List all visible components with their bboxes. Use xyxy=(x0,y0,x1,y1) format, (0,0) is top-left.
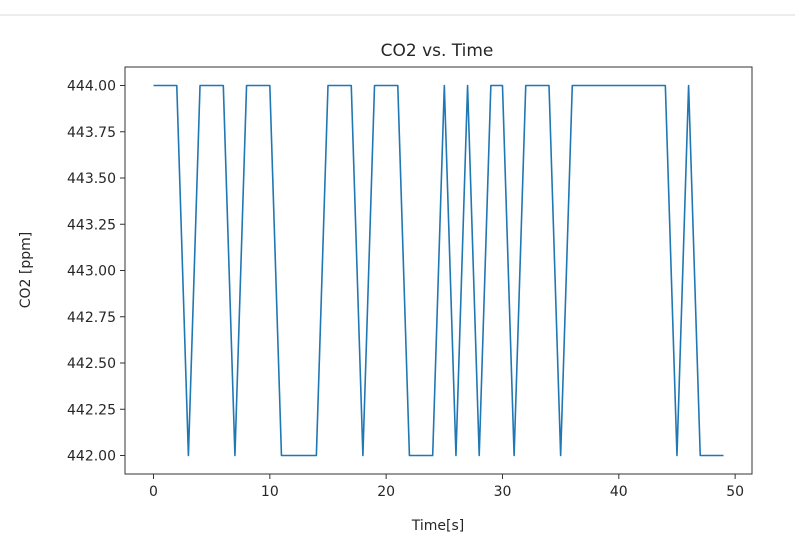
y-tick-label: 442.50 xyxy=(67,356,116,372)
x-tick-label: 50 xyxy=(726,484,744,500)
x-axis: 0 10 20 30 40 50 xyxy=(149,474,744,500)
y-tick-label: 442.25 xyxy=(67,402,116,418)
y-axis: 442.00 442.25 442.50 442.75 443.00 443.25 443.… xyxy=(67,79,125,465)
x-axis-label: Time[s] xyxy=(411,518,464,534)
y-tick-label: 443.50 xyxy=(67,171,116,187)
series-line xyxy=(153,84,724,457)
x-tick-label: 30 xyxy=(494,484,512,500)
x-tick-label: 10 xyxy=(261,484,279,500)
top-divider xyxy=(0,14,795,16)
y-axis-label: CO2 [ppm] xyxy=(18,232,34,309)
y-tick-label: 443.75 xyxy=(67,125,116,141)
x-tick-label: 0 xyxy=(149,484,158,500)
y-tick-label: 442.75 xyxy=(67,310,116,326)
y-tick-label: 443.25 xyxy=(67,217,116,233)
y-tick-label: 443.00 xyxy=(67,264,116,280)
series-layer xyxy=(153,84,724,457)
y-tick-label: 442.00 xyxy=(67,449,116,465)
y-tick-label: 444.00 xyxy=(67,79,116,95)
x-tick-label: 20 xyxy=(377,484,395,500)
chart-title: CO2 vs. Time xyxy=(381,41,494,61)
x-tick-label: 40 xyxy=(610,484,628,500)
